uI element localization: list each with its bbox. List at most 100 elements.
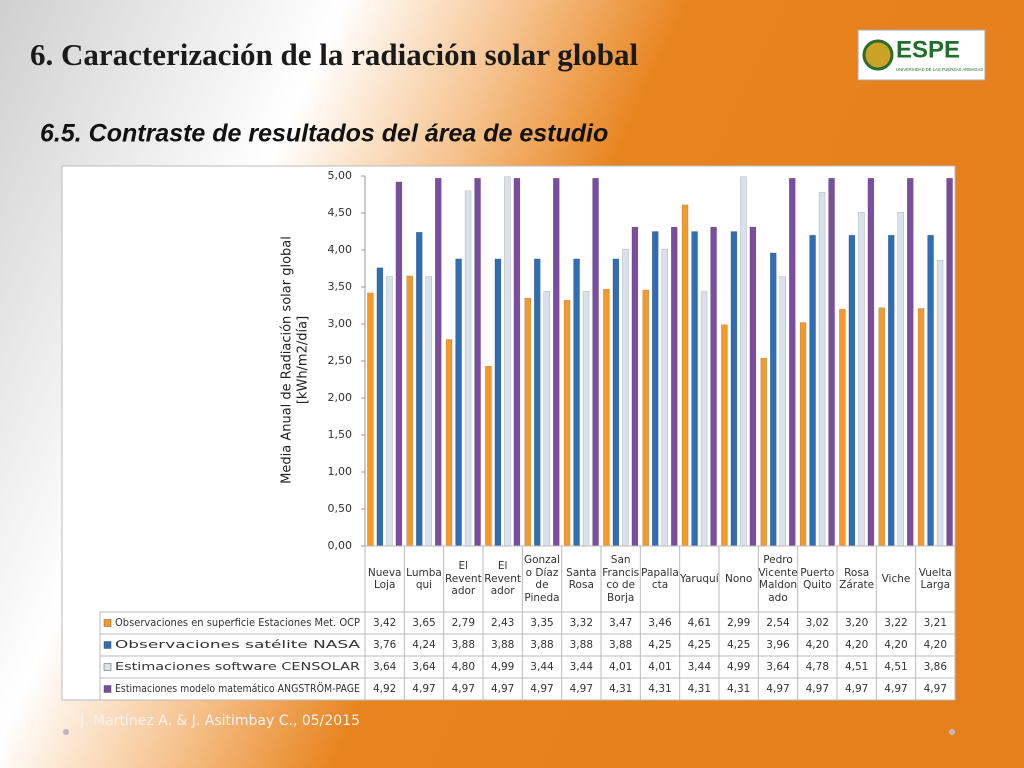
bar	[485, 365, 492, 547]
value-label: 2,79	[452, 617, 475, 629]
bar	[721, 324, 728, 547]
value-label: 4,61	[688, 617, 711, 629]
bar	[839, 308, 846, 547]
bar	[779, 276, 786, 547]
bar	[642, 289, 649, 547]
bar	[927, 234, 934, 547]
value-label: 4,97	[491, 683, 514, 695]
bar	[740, 176, 747, 547]
legend-swatch	[103, 685, 112, 693]
value-label: 3,88	[570, 639, 593, 651]
value-label: 4,25	[648, 639, 671, 651]
value-label: 4,97	[412, 683, 435, 695]
bar	[936, 260, 944, 547]
x-tick-label: Viche	[881, 572, 911, 585]
bar	[524, 297, 531, 547]
bar	[592, 177, 599, 547]
bar	[513, 177, 521, 547]
y-axis-title-line: Media Anual de Radiación solar global	[280, 236, 295, 484]
bar	[809, 234, 816, 547]
value-label: 3,44	[688, 661, 712, 673]
x-tick-label: Santa Rosa	[566, 566, 597, 592]
value-label: 3,88	[491, 639, 514, 651]
value-label: 4,78	[806, 661, 829, 673]
bar	[494, 258, 502, 547]
bar	[652, 231, 659, 547]
x-tick-label: Vuelta Larga	[918, 566, 952, 592]
chart: 0,00 0,50 1,00 1,50 2,00 2,50 3,00 3,50 4,00 4,50…	[99, 169, 956, 701]
value-label: 4,51	[884, 661, 907, 673]
value-label: 2,43	[491, 617, 514, 629]
bar	[848, 234, 856, 547]
value-label: 4,97	[452, 683, 475, 695]
value-label: 4,80	[452, 661, 475, 673]
value-label: 3,76	[373, 639, 397, 651]
bar	[612, 258, 620, 547]
x-tick-label-box: Santa Rosa	[566, 566, 597, 592]
bar	[563, 300, 571, 547]
value-label: 3,02	[806, 617, 829, 629]
y-axis-title-line: [kWh/m2/día]	[296, 316, 311, 404]
bar	[534, 258, 541, 547]
logo-caption: UNIVERSIDAD DE LAS FUERZAS ARMADAS	[896, 67, 983, 72]
x-tick-label-box: Vuelta Larga	[918, 566, 952, 592]
x-tick-label-box: Nueva Loja	[367, 566, 402, 592]
bar	[367, 292, 374, 547]
value-label: 4,20	[845, 639, 868, 651]
x-tick-label: San Francis co de Borja	[602, 554, 640, 604]
value-label: 4,99	[727, 661, 750, 673]
bar	[376, 267, 384, 547]
x-tick-label-box: Viche	[881, 572, 911, 585]
bar	[946, 177, 953, 547]
bar	[770, 252, 777, 547]
y-tick-label: 1,00	[328, 465, 353, 478]
x-tick-label: El Revent ador	[484, 560, 522, 598]
bar	[425, 276, 432, 547]
value-label: 3,96	[766, 639, 790, 651]
value-label: 4,97	[766, 683, 789, 695]
logo-emblem	[862, 39, 894, 71]
legend-swatch	[103, 663, 112, 671]
y-tick-label: 5,00	[328, 169, 353, 182]
x-tick-label-box: Pedro Vicente Maldon ado	[758, 554, 797, 604]
value-label: 2,54	[766, 617, 790, 629]
bar	[671, 226, 678, 547]
slide-title: 6. Caracterización de la radiación solar…	[30, 37, 639, 72]
bullet	[949, 729, 955, 735]
x-tick-label-box: El Revent ador	[484, 560, 522, 598]
bar	[504, 176, 511, 547]
bar	[897, 212, 904, 547]
bar	[603, 288, 610, 547]
y-tick-label: 0,00	[328, 539, 353, 552]
value-label: 4,20	[924, 639, 947, 651]
value-label: 4,20	[806, 639, 829, 651]
legend-label: Estimaciones modelo matemático ANGSTRÖM-…	[115, 682, 360, 695]
x-tick-label: Papalla cta	[641, 566, 679, 592]
value-label: 4,24	[412, 639, 436, 651]
bar	[395, 181, 403, 547]
x-tick-label-box: El Revent ador	[445, 560, 482, 597]
value-label: 3,47	[609, 617, 632, 629]
value-label: 4,25	[688, 639, 711, 651]
bar	[907, 177, 914, 547]
value-label: 4,51	[845, 661, 868, 673]
bar	[917, 308, 925, 547]
bar	[631, 226, 639, 547]
y-tick-label: 1,50	[328, 428, 353, 441]
value-label: 3,88	[452, 639, 475, 651]
bar	[416, 231, 423, 547]
legend-swatch	[103, 641, 112, 649]
value-label: 4,97	[884, 683, 907, 695]
x-tick-label-box: Yaruquí	[680, 572, 719, 585]
bar	[622, 249, 629, 547]
footer: J. Martínez A. & J. Asitimbay C., 05/201…	[80, 713, 360, 729]
x-tick-label: Yaruquí	[680, 572, 719, 585]
bar	[445, 339, 453, 547]
bar	[710, 226, 717, 547]
value-label: 3,42	[373, 617, 396, 629]
value-label: 4,97	[806, 683, 829, 695]
y-tick-label: 2,00	[328, 391, 353, 404]
x-tick-label-box: Puerto Quito	[800, 567, 834, 592]
x-tick-label: Nueva Loja	[367, 566, 402, 592]
value-label: 4,25	[727, 639, 750, 651]
